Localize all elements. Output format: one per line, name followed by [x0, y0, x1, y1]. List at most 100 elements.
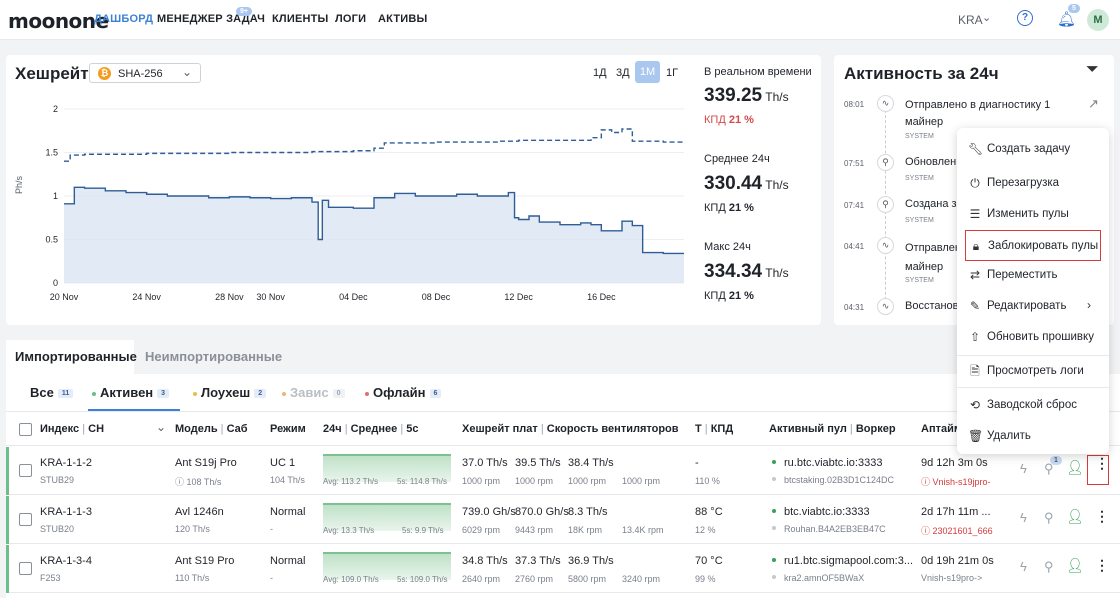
col-label: 5с: [406, 423, 419, 435]
kebab-icon[interactable]: ⋮: [1095, 557, 1109, 573]
device-mode[interactable]: Normal: [270, 555, 306, 567]
nav-dashboard[interactable]: ДАШБОРД: [94, 13, 154, 25]
device-index[interactable]: KRA-1-1-3: [40, 506, 92, 518]
menu-delete[interactable]: 🗑︎ Удалить: [957, 424, 1109, 448]
col-label: КПД: [710, 423, 734, 435]
status-bar: [6, 496, 9, 544]
range-1d[interactable]: 1Д: [593, 67, 607, 79]
user-icon[interactable]: 👤︎: [1066, 557, 1084, 573]
device-index[interactable]: KRA-1-1-2: [40, 457, 92, 469]
nominal-hashrate: 108 Th/s: [186, 477, 222, 487]
tab-imported[interactable]: Импортированные: [15, 349, 137, 364]
chevron-right-icon: ›: [1087, 298, 1091, 312]
activity-source: SYSTEM: [905, 277, 934, 284]
select-all-checkbox[interactable]: [19, 423, 32, 436]
filter-active[interactable]: Активен 3: [92, 385, 170, 400]
nav-clients[interactable]: КЛИЕНТЫ: [272, 13, 329, 25]
y-tick-label: 2: [53, 104, 58, 114]
row-checkbox[interactable]: [19, 513, 32, 526]
table-row[interactable]: KRA-1-3-4 F253 Ant S19 Pro 110 Th/s Norm…: [6, 545, 1120, 593]
row-checkbox[interactable]: [19, 562, 32, 575]
range-3d[interactable]: 3Д: [616, 67, 630, 79]
menu-create-task[interactable]: 🔧︎ Создать задачу: [957, 137, 1109, 161]
external-link-icon[interactable]: ↗: [1088, 96, 1099, 111]
activity-plug-icon: ⚲: [877, 154, 894, 171]
col-uptime[interactable]: Аптайм: [921, 423, 962, 435]
firmware-warning[interactable]: ⓘ Vnish-s19jpro-: [921, 477, 991, 487]
col-mode[interactable]: Режим: [270, 423, 306, 435]
filter-count: 2: [254, 389, 267, 399]
col-pool[interactable]: Активный пул | Воркер: [769, 423, 896, 435]
region-select[interactable]: KRA: [958, 13, 983, 27]
menu-label: Заблокировать пулы: [988, 239, 1099, 252]
col-hashrate[interactable]: 24ч | Среднее | 5с: [323, 423, 419, 435]
user-icon[interactable]: 👤︎: [1066, 459, 1084, 475]
tool-icon[interactable]: ⚲: [1044, 510, 1054, 525]
tool-icon[interactable]: ⚲: [1044, 461, 1054, 476]
active-pool[interactable]: ru.btc.viabtc.io:3333: [784, 457, 883, 469]
device-model: Avl 1246n: [175, 506, 224, 518]
filter-icon[interactable]: ⏷: [1086, 61, 1099, 78]
row-checkbox[interactable]: [19, 464, 32, 477]
lightning-icon[interactable]: ϟ: [1020, 559, 1027, 574]
device-model-sub: ⓘ 108 Th/s: [175, 477, 222, 487]
menu-lock-pools[interactable]: 🔒︎ Заблокировать пулы: [965, 230, 1101, 261]
range-1m[interactable]: 1М: [635, 61, 660, 83]
avatar[interactable]: M: [1087, 9, 1109, 31]
avg-eff: КПД 21 %: [704, 202, 754, 214]
chevron-down-icon[interactable]: ⌄: [156, 420, 167, 434]
menu-edit-pools[interactable]: ☰ Изменить пулы: [957, 202, 1109, 226]
row-menu-button[interactable]: ⋮: [1087, 455, 1109, 485]
status-dot: [365, 391, 369, 396]
user-icon[interactable]: 👤︎: [1066, 508, 1084, 524]
kebab-icon[interactable]: ⋮: [1095, 508, 1109, 524]
device-mode[interactable]: Normal: [270, 506, 306, 518]
avg-value: 330.44: [704, 173, 763, 194]
tab-not-imported[interactable]: Неимпортированные: [145, 349, 283, 364]
col-model[interactable]: Модель | Саб: [175, 423, 248, 435]
col-plates[interactable]: Хешрейт плат | Скорость вентиляторов: [462, 423, 679, 435]
menu-update-firmware[interactable]: ⇧ Обновить прошивку: [957, 325, 1109, 349]
menu-edit[interactable]: ✎ Редактировать ›: [957, 294, 1109, 318]
spark-5s: 5s: 114.8 Th/s: [397, 477, 447, 486]
filter-offline[interactable]: Офлайн 6: [365, 385, 442, 400]
table-row[interactable]: KRA-1-1-2 STUB29 Ant S19j Pro ⓘ 108 Th/s…: [6, 447, 1120, 495]
active-pool[interactable]: ru1.btc.sigmapool.com:3...: [784, 555, 914, 567]
firmware-warning[interactable]: ⓘ 23021601_666: [921, 526, 993, 536]
algo-select[interactable]: ₿ SHA-256 ⌄: [89, 63, 201, 83]
filter-all[interactable]: Все 11: [30, 385, 74, 400]
nav-task-manager[interactable]: МЕНЕДЖЕР ЗАДАЧ: [157, 13, 266, 25]
device-mode[interactable]: UC 1: [270, 457, 296, 469]
range-1y[interactable]: 1Г: [666, 67, 679, 79]
worker: kra2.amnOF5BWaX: [784, 573, 865, 583]
firmware-label[interactable]: Vnish-s19pro->: [921, 573, 983, 583]
menu-move[interactable]: ⇄ Переместить: [957, 263, 1109, 287]
logo[interactable]: moonone: [8, 9, 109, 33]
col-label: Саб: [226, 423, 248, 435]
x-tick-label: 04 Dec: [339, 292, 368, 302]
lightning-icon[interactable]: ϟ: [1020, 510, 1027, 525]
lightning-icon[interactable]: ϟ: [1020, 461, 1027, 476]
device-index[interactable]: KRA-1-3-4: [40, 555, 92, 567]
activity-time: 08:01: [844, 100, 865, 109]
series-line-0: [64, 128, 684, 162]
col-temp[interactable]: Т | КПД: [695, 423, 734, 435]
tool-icon[interactable]: ⚲: [1044, 559, 1054, 574]
nav-logs[interactable]: ЛОГИ: [335, 13, 367, 25]
activity-time: 07:41: [844, 201, 865, 210]
bell-icon[interactable]: 🔔︎: [1057, 11, 1077, 28]
activity-source: SYSTEM: [905, 175, 934, 182]
help-icon[interactable]: ?: [1017, 10, 1033, 26]
filter-lowhash[interactable]: Лоухеш 2: [193, 385, 267, 400]
nav-assets[interactable]: АКТИВЫ: [378, 13, 428, 25]
chevron-down-icon[interactable]: ⌄: [982, 12, 992, 24]
activity-source: SYSTEM: [905, 217, 934, 224]
active-pool[interactable]: btc.viabtc.io:3333: [784, 506, 870, 518]
menu-restart[interactable]: ⏻ Перезагрузка: [957, 171, 1109, 195]
col-index[interactable]: Индекс | СН: [40, 423, 105, 435]
menu-view-logs[interactable]: 🗎 Просмотреть логи: [957, 359, 1109, 383]
filter-hang[interactable]: Завис 0: [282, 385, 345, 400]
uptime: 2d 17h 11m ...: [921, 506, 991, 518]
table-row[interactable]: KRA-1-1-3 STUB20 Avl 1246n 120 Th/s Norm…: [6, 496, 1120, 544]
menu-factory-reset[interactable]: ⟲ Заводской сброс: [957, 393, 1109, 417]
